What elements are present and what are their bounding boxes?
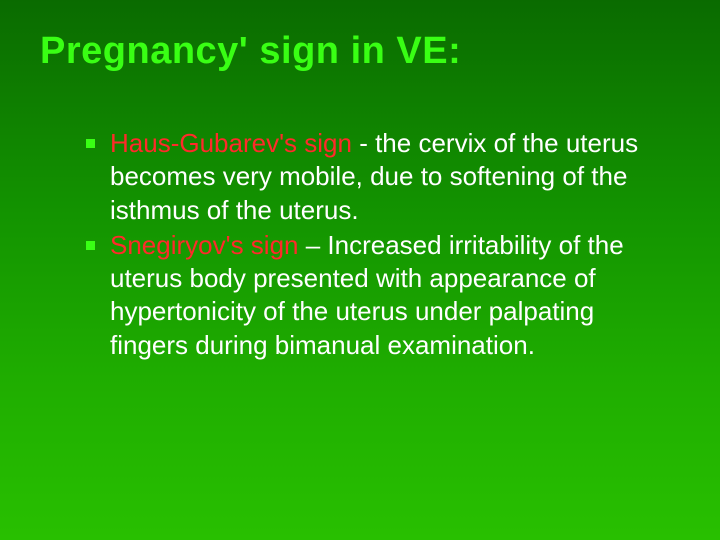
bullet-icon [86,241,95,250]
separator: - [352,128,375,158]
bullet-text: Snegiryov's sign – Increased irritabilit… [110,229,660,362]
term-label: Snegiryov's sign [110,230,299,260]
term-label: Haus-Gubarev's sign [110,128,352,158]
bullet-icon [86,139,95,148]
separator: – [299,230,328,260]
bullet-text: Haus-Gubarev's sign - the cervix of the … [110,127,660,227]
slide-title: Pregnancy' sign in VE: [40,30,680,73]
list-item: Haus-Gubarev's sign - the cervix of the … [110,127,660,227]
list-item: Snegiryov's sign – Increased irritabilit… [110,229,660,362]
slide-container: Pregnancy' sign in VE: Haus-Gubarev's si… [0,0,720,540]
bullet-list: Haus-Gubarev's sign - the cervix of the … [40,127,680,362]
